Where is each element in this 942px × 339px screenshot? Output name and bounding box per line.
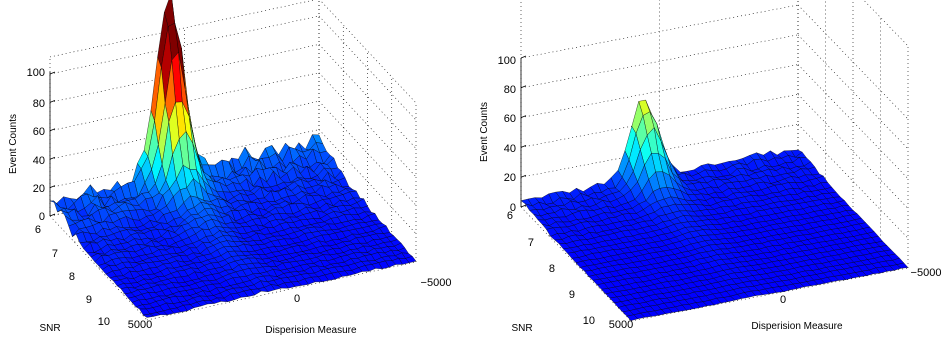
left-grid-line: [319, 0, 417, 104]
right-y-axis: 6 7 8 9 10 SNR: [507, 210, 595, 334]
right-y-tick-label: 7: [528, 237, 534, 249]
right-x-tick-label: 0: [780, 294, 786, 306]
left-z-tick-label: 20: [33, 183, 45, 195]
right-z-tick-mark: [520, 85, 527, 89]
right-z-tick-mark: [520, 55, 527, 59]
left-surface: [49, 0, 417, 318]
right-grid-line: [797, 64, 909, 179]
right-z-tick-label: 100: [498, 55, 516, 67]
right-z-tick-mark: [520, 204, 527, 208]
left-y-tick-label: 9: [86, 294, 92, 306]
left-z-tick-mark: [49, 185, 56, 188]
right-x-axis-label: Disperision Measure: [751, 321, 843, 332]
right-z-tick-mark: [520, 174, 527, 178]
left-surface-plot: 0 20 40 60 80 100 Event Counts 6 7 8 9 1…: [8, 0, 451, 336]
right-z-tick-mark: [520, 145, 527, 148]
right-z-tick-label: 20: [504, 172, 516, 184]
left-grid-line: [318, 15, 417, 121]
left-z-tick-mark: [49, 128, 56, 132]
left-grid-line: [318, 44, 417, 149]
right-grid-line: [863, 0, 909, 47]
left-z-tick-label: 60: [33, 126, 45, 138]
left-z-tick-mark: [49, 100, 56, 103]
right-y-tick-label: 9: [569, 289, 575, 301]
left-y-tick-label: 8: [69, 271, 75, 283]
left-z-tick-label: 100: [27, 67, 45, 79]
right-grid-line: [797, 34, 909, 150]
right-grid-line: [797, 123, 909, 239]
right-y-tick-label: 6: [507, 210, 513, 222]
left-z-tick-mark: [49, 71, 56, 75]
right-z-tick-mark: [520, 115, 527, 118]
left-grid-line: [49, 15, 320, 75]
right-z-tick-label: 0: [510, 202, 516, 214]
left-surface-patch: [142, 313, 155, 318]
left-z-tick-label: 80: [33, 98, 45, 110]
left-z-axis-label: Event Counts: [8, 114, 19, 174]
right-grid-line: [797, 94, 909, 209]
right-x-axis: 5000 0 −5000 Disperision Measure: [609, 267, 942, 332]
right-z-axis: 0 20 40 60 80 100 Event Counts: [479, 55, 522, 214]
left-x-axis-label: Disperision Measure: [265, 325, 357, 336]
right-y-tick-label: 8: [549, 263, 555, 275]
left-y-tick-label: 6: [35, 224, 41, 236]
left-y-axis-label: SNR: [39, 323, 60, 334]
right-y-tick-label: 10: [583, 315, 595, 327]
right-surface-patch: [626, 314, 639, 321]
right-z-tick-label: 60: [504, 113, 516, 125]
left-y-tick-label: 10: [98, 316, 110, 328]
left-y-axis: 6 7 8 9 10 SNR: [35, 224, 110, 334]
right-surface: [520, 99, 909, 321]
left-z-axis: 0 20 40 60 80 100 Event Counts: [8, 67, 51, 223]
right-grid-line: [797, 4, 909, 120]
right-grid-line: [520, 64, 799, 118]
left-z-tick-mark: [49, 213, 56, 217]
left-z-tick-mark: [49, 156, 56, 160]
left-z-tick-label: 0: [39, 211, 45, 223]
left-x-tick-label: −5000: [421, 277, 452, 289]
right-y-axis-label: SNR: [511, 323, 532, 334]
left-y-tick-label: 7: [52, 248, 58, 260]
right-surface-plot: 0 20 40 60 80 100 Event Counts 6 7 8 9 1…: [479, 0, 941, 334]
right-z-axis-label: Event Counts: [479, 102, 490, 162]
left-z-tick-label: 40: [33, 155, 45, 167]
right-z-tick-label: 80: [504, 84, 516, 96]
left-x-tick-label: 5000: [128, 319, 152, 331]
right-x-tick-label: 5000: [609, 319, 633, 331]
right-grid-line: [520, 206, 632, 322]
right-z-tick-label: 40: [504, 143, 516, 155]
left-x-axis: 5000 0 −5000 Disperision Measure: [128, 277, 452, 336]
right-x-tick-label: −5000: [911, 267, 942, 279]
left-x-tick-label: 0: [294, 293, 300, 305]
left-grid-line: [49, 0, 316, 58]
